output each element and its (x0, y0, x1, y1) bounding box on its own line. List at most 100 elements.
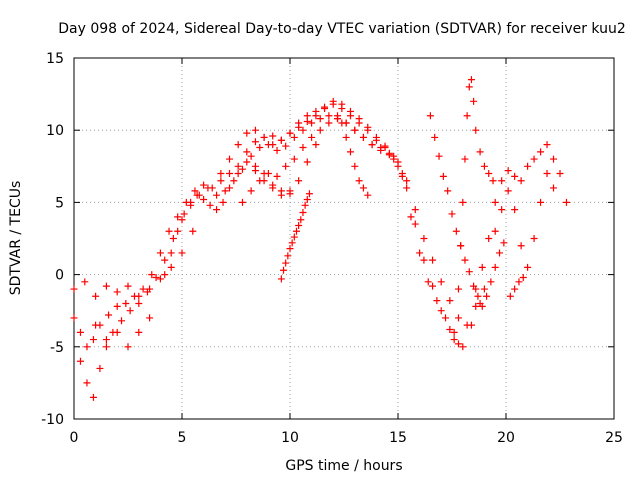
data-point (174, 227, 182, 235)
data-point (230, 177, 238, 185)
series-track-f (238, 115, 462, 322)
data-point (463, 112, 471, 120)
data-point (450, 328, 458, 336)
data-point (238, 165, 246, 173)
series-track-k (450, 76, 497, 336)
data-point (169, 235, 177, 242)
data-point (407, 213, 415, 221)
data-point (420, 235, 428, 242)
data-point (454, 285, 462, 293)
data-point (89, 393, 97, 401)
data-point (146, 285, 154, 293)
data-point (178, 249, 186, 257)
data-point (305, 190, 313, 198)
data-point (191, 187, 199, 195)
data-point (480, 162, 488, 170)
grid (74, 58, 614, 419)
data-point (491, 198, 499, 206)
data-point (83, 379, 91, 387)
data-point (152, 273, 160, 281)
data-point (113, 288, 121, 296)
data-point (277, 187, 285, 195)
data-point (472, 126, 480, 134)
y-axis-label: SDTVAR / TECUs (8, 181, 24, 296)
data-point (146, 314, 154, 322)
data-point (234, 170, 242, 178)
data-point (277, 275, 285, 283)
data-point (286, 190, 294, 198)
data-point (429, 256, 437, 264)
data-point (124, 343, 132, 351)
data-point (448, 210, 456, 218)
y-tick-label: 5 (55, 195, 64, 211)
data-point (89, 336, 97, 344)
x-tick-label: 20 (497, 430, 515, 446)
data-point (517, 177, 525, 185)
data-point (325, 119, 333, 127)
data-point (364, 191, 372, 199)
data-point (221, 187, 229, 195)
data-point (511, 206, 519, 214)
data-point (465, 268, 473, 276)
data-point (299, 144, 307, 152)
series-track-i (277, 190, 313, 283)
series-track-a (70, 100, 484, 351)
data-point (537, 198, 545, 206)
data-point (550, 155, 558, 163)
data-point (226, 170, 234, 178)
data-point (543, 170, 551, 178)
data-point (316, 126, 324, 134)
data-point (452, 227, 460, 235)
data-point (135, 328, 143, 336)
data-point (217, 170, 225, 178)
data-point (368, 141, 376, 149)
data-point (485, 235, 493, 242)
chart-title: Day 098 of 2024, Sidereal Day-to-day VTE… (58, 21, 626, 37)
data-point (334, 112, 342, 120)
data-point (472, 285, 480, 293)
x-tick-label: 25 (605, 430, 623, 446)
data-point (126, 307, 134, 315)
data-point (498, 206, 506, 214)
data-point (472, 302, 480, 310)
data-point (213, 206, 221, 214)
data-point (277, 136, 285, 144)
data-point (135, 292, 143, 300)
data-point (226, 155, 234, 163)
data-point (342, 133, 350, 141)
data-point (295, 222, 303, 230)
data-point (292, 227, 300, 235)
data-point (511, 172, 519, 180)
data-point (273, 172, 281, 180)
data-point (165, 227, 173, 235)
data-point (442, 314, 450, 322)
data-point (377, 144, 385, 152)
data-point (519, 273, 527, 281)
data-point (489, 177, 497, 185)
data-point (273, 146, 281, 154)
data-point (96, 364, 104, 372)
data-point (437, 307, 445, 315)
data-point (429, 282, 437, 290)
data-point (295, 177, 303, 185)
data-point (256, 177, 264, 185)
data-point (498, 177, 506, 185)
series-track-j (426, 112, 508, 310)
data-point (189, 227, 197, 235)
data-point (465, 83, 473, 91)
data-point (105, 311, 113, 319)
data-point (135, 299, 143, 307)
data-point (474, 292, 482, 300)
data-point (251, 162, 259, 170)
data-point (92, 321, 100, 329)
data-point (167, 249, 175, 257)
data-point (219, 198, 227, 206)
data-point (301, 201, 309, 209)
data-point (346, 148, 354, 156)
data-point (92, 292, 100, 300)
data-point (243, 129, 251, 137)
data-point (467, 76, 475, 84)
data-point (403, 184, 411, 192)
data-point (454, 340, 462, 348)
